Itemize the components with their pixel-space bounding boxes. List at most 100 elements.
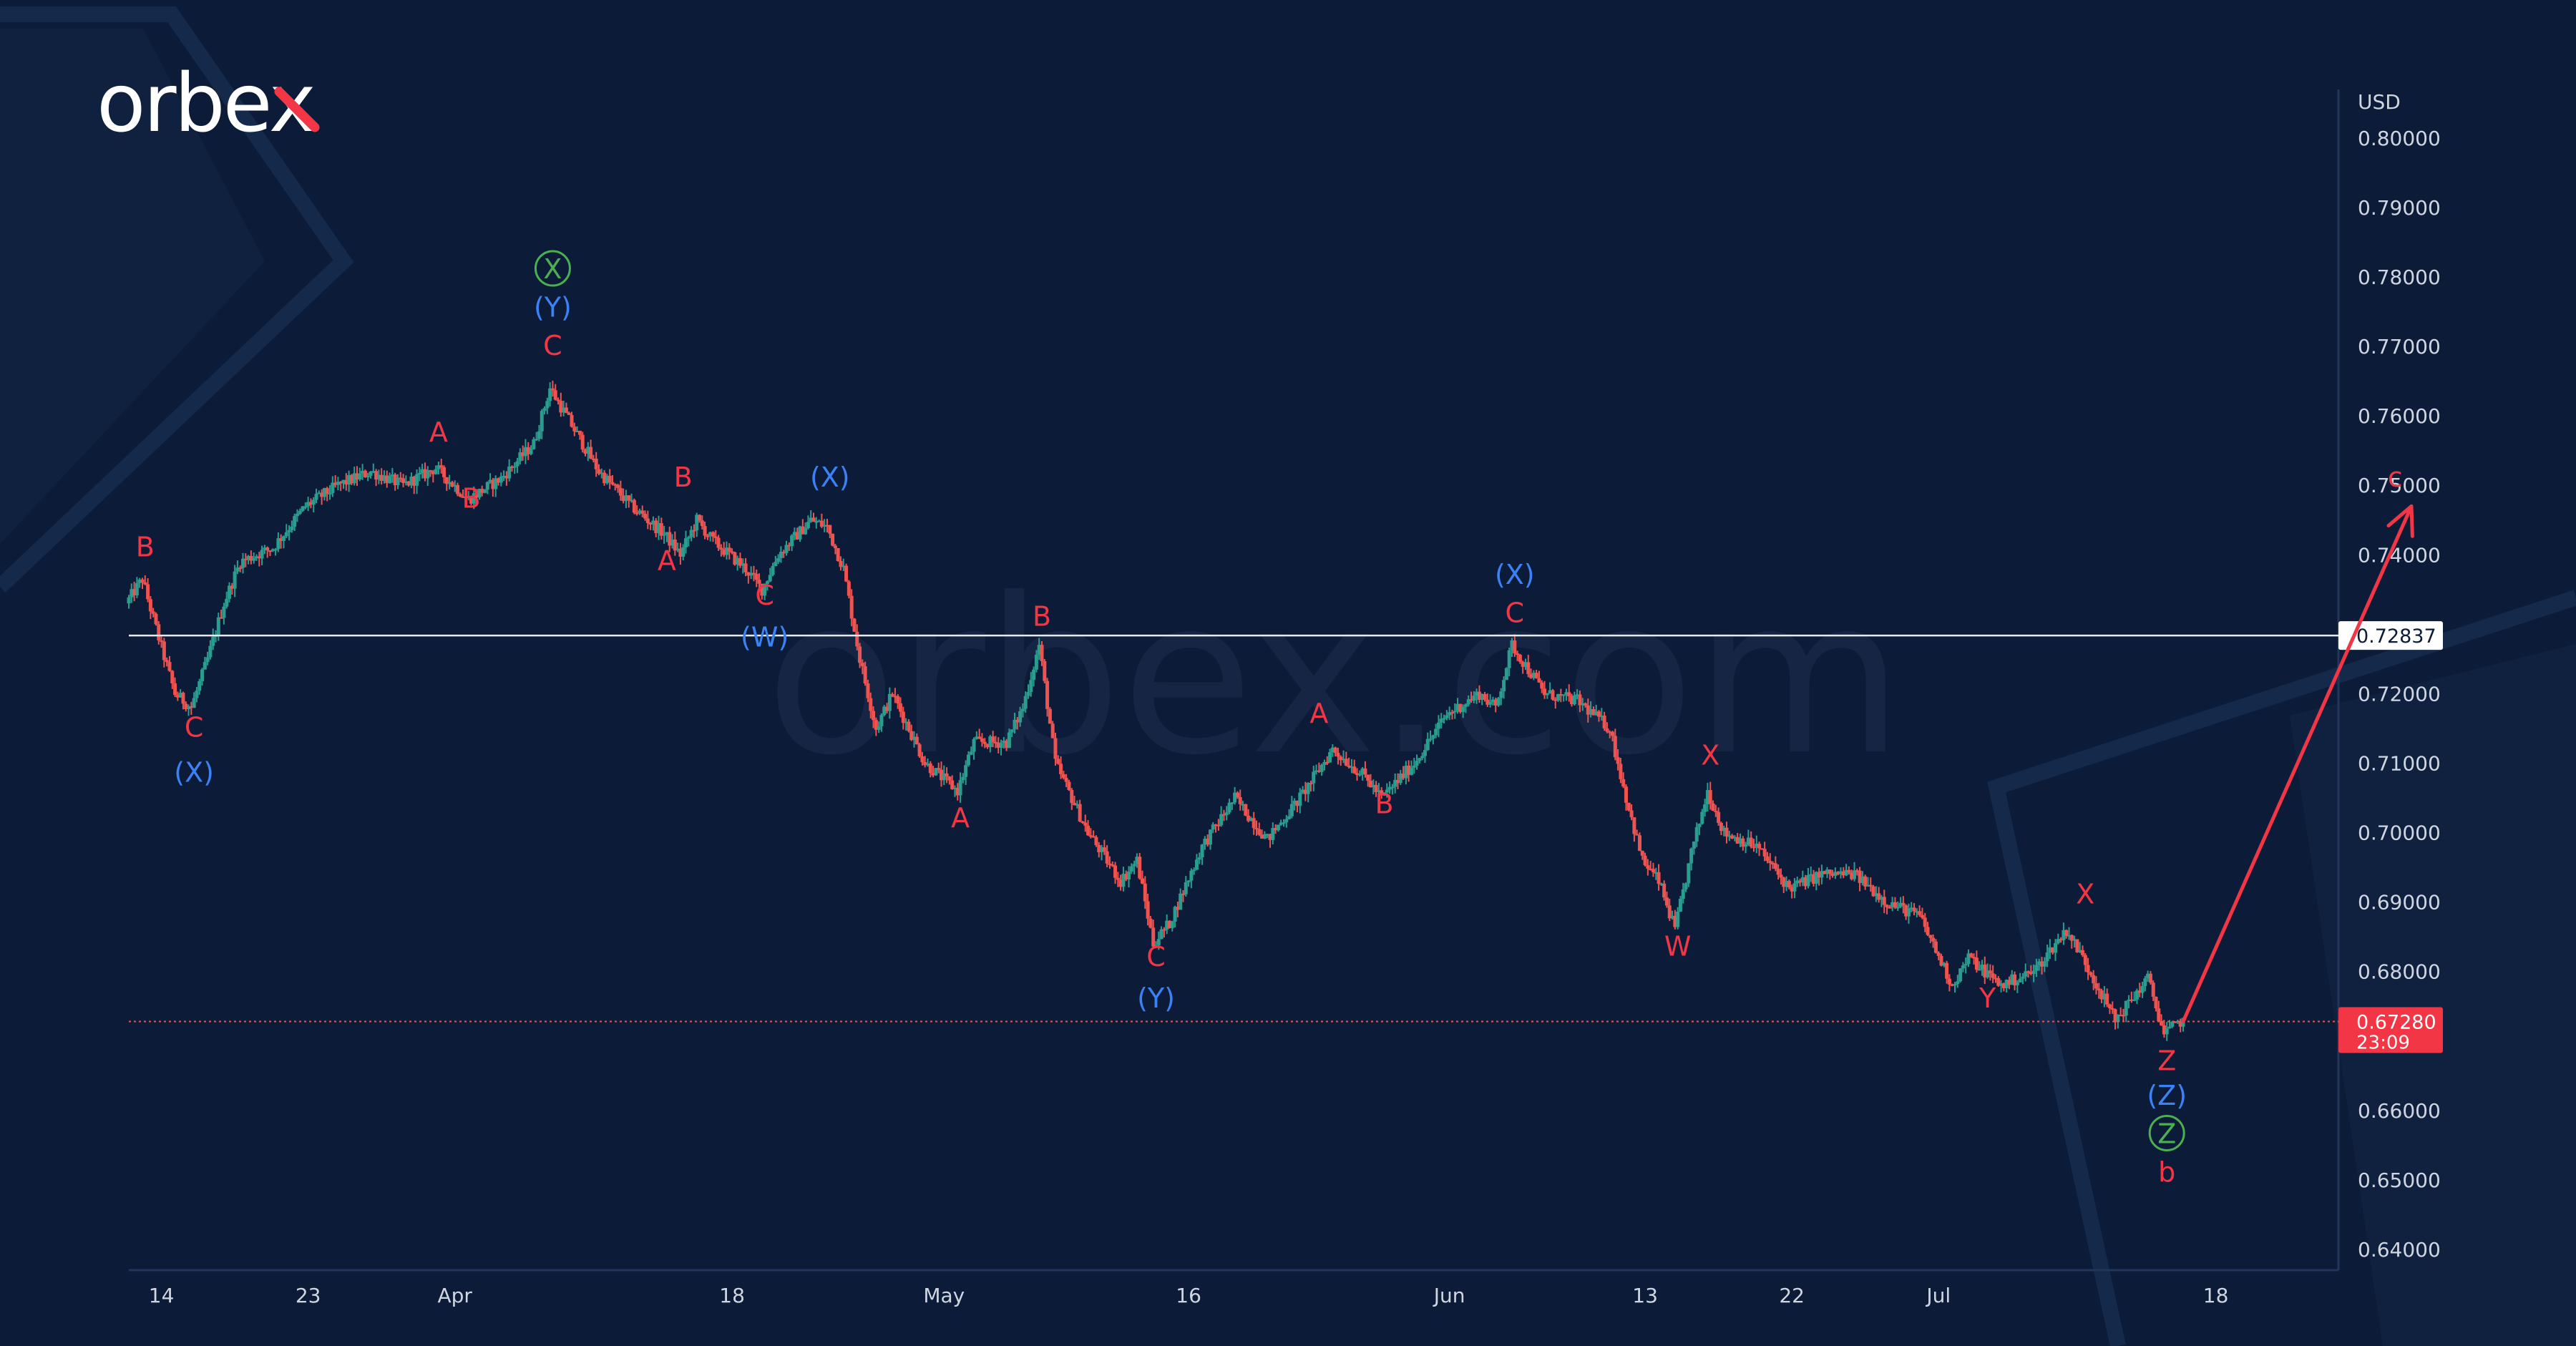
candle-body bbox=[320, 492, 324, 497]
candle-body bbox=[1657, 872, 1661, 884]
candle-body bbox=[1830, 874, 1835, 876]
candle-body bbox=[692, 530, 696, 532]
candle-body bbox=[2094, 983, 2098, 989]
candle-body bbox=[1890, 902, 1895, 907]
candle-body bbox=[643, 514, 648, 519]
candle-body bbox=[822, 525, 826, 527]
candle-body bbox=[331, 482, 335, 494]
candle-body bbox=[1059, 764, 1063, 774]
candle-body bbox=[711, 532, 715, 537]
candle-body bbox=[225, 598, 229, 607]
candle-body bbox=[1855, 870, 1859, 872]
candle-body bbox=[494, 478, 498, 489]
candle-body bbox=[160, 640, 164, 642]
candle-body bbox=[1102, 847, 1106, 852]
candle-body bbox=[814, 521, 819, 523]
candle-body bbox=[2062, 930, 2066, 940]
candle-body bbox=[1091, 836, 1096, 838]
candles bbox=[127, 380, 2185, 1041]
candle-body bbox=[1491, 699, 1495, 703]
candle-body bbox=[700, 520, 704, 527]
candle-body bbox=[1613, 736, 1617, 758]
candle-body bbox=[1477, 691, 1481, 701]
candle-body bbox=[1075, 804, 1079, 806]
candle-body bbox=[1108, 863, 1112, 865]
candle-body bbox=[809, 517, 813, 522]
candle-body bbox=[662, 534, 666, 536]
candle-body bbox=[1342, 759, 1346, 761]
candle-body bbox=[722, 550, 726, 555]
candle-body bbox=[1572, 695, 1576, 705]
candle-body bbox=[2083, 955, 2087, 965]
candle-body bbox=[2119, 1015, 2123, 1017]
candle-body bbox=[1118, 879, 1123, 887]
candle-body bbox=[1197, 857, 1201, 860]
candle-body bbox=[205, 657, 210, 663]
candle-body bbox=[1711, 803, 1715, 811]
wave-label: A bbox=[1309, 698, 1328, 729]
candle-body bbox=[311, 499, 316, 505]
candle-body bbox=[2045, 952, 2049, 962]
candle-body bbox=[1626, 802, 1631, 811]
candle-body bbox=[1111, 864, 1115, 867]
candle-body bbox=[1040, 645, 1044, 661]
candle-body bbox=[844, 565, 849, 582]
candle-body bbox=[187, 706, 191, 709]
candle-body bbox=[1956, 981, 1960, 985]
candle-body bbox=[1812, 874, 1816, 884]
candle-body bbox=[1817, 872, 1821, 878]
wave-label: Z bbox=[2157, 1045, 2176, 1077]
candle-body bbox=[1116, 877, 1120, 880]
candle-body bbox=[1868, 884, 1873, 887]
candle-body bbox=[550, 388, 555, 391]
candle-body bbox=[1531, 673, 1536, 678]
candle-body bbox=[1839, 871, 1843, 874]
candle-body bbox=[431, 471, 435, 474]
candle-body bbox=[1504, 668, 1508, 681]
candle-body bbox=[1453, 711, 1457, 713]
candle-body bbox=[1053, 738, 1058, 759]
candle-body bbox=[233, 571, 237, 589]
candle-body bbox=[975, 736, 979, 739]
candle-body bbox=[246, 555, 250, 560]
candle-body bbox=[1570, 696, 1574, 705]
wave-label: B bbox=[462, 482, 480, 514]
date-tick-label: 18 bbox=[719, 1284, 745, 1307]
candle-body bbox=[1355, 773, 1360, 775]
price-tick-label: 0.77000 bbox=[2358, 335, 2441, 359]
candle-body bbox=[1496, 698, 1501, 706]
candle-body bbox=[1018, 711, 1023, 723]
candle-body bbox=[409, 476, 414, 486]
candle-body bbox=[325, 488, 329, 494]
candle-body bbox=[1369, 780, 1373, 788]
candle-body bbox=[1502, 680, 1506, 692]
candle-body bbox=[1762, 849, 1767, 857]
candle-body bbox=[1915, 911, 1919, 913]
candle-body bbox=[254, 556, 258, 559]
candle-body bbox=[1475, 691, 1479, 696]
candle-body bbox=[1439, 718, 1443, 723]
candle-body bbox=[1581, 703, 1585, 706]
candle-body bbox=[645, 518, 650, 524]
candle-body bbox=[1996, 977, 2001, 986]
candle-body bbox=[2018, 978, 2022, 982]
candle-body bbox=[955, 787, 960, 796]
wave-label: (Y) bbox=[534, 291, 572, 323]
candle-body bbox=[839, 561, 843, 567]
candle-body bbox=[548, 388, 552, 401]
candle-body bbox=[1823, 871, 1827, 874]
candle-body bbox=[1167, 920, 1171, 928]
candle-body bbox=[1045, 681, 1050, 709]
price-tick-label: 0.69000 bbox=[2358, 891, 2441, 915]
candle-body bbox=[208, 645, 213, 658]
candle-body bbox=[1268, 834, 1272, 840]
candle-body bbox=[1032, 669, 1036, 681]
candle-body bbox=[1407, 765, 1411, 775]
candle-body bbox=[1382, 792, 1386, 795]
candle-body bbox=[1673, 915, 1677, 927]
candle-body bbox=[1820, 871, 1824, 878]
candle-body bbox=[1442, 718, 1446, 720]
candle-body bbox=[1314, 770, 1319, 772]
candle-body bbox=[907, 721, 911, 731]
candle-body bbox=[1146, 901, 1150, 919]
